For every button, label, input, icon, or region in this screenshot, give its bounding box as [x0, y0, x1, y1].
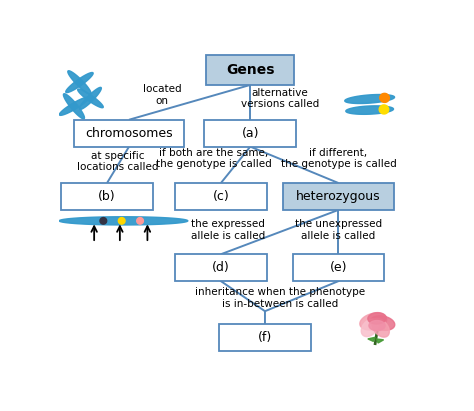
FancyBboxPatch shape	[74, 120, 184, 147]
Polygon shape	[59, 217, 188, 225]
Polygon shape	[100, 217, 107, 224]
Polygon shape	[368, 313, 386, 324]
Text: (a): (a)	[242, 127, 259, 140]
Polygon shape	[379, 105, 389, 114]
Polygon shape	[361, 319, 378, 337]
Polygon shape	[345, 95, 394, 104]
Polygon shape	[80, 88, 101, 109]
Polygon shape	[118, 217, 125, 224]
FancyBboxPatch shape	[206, 55, 294, 85]
Text: the unexpressed
allele is called: the unexpressed allele is called	[295, 219, 382, 240]
Text: if both are the same,
the genotype is called: if both are the same, the genotype is ca…	[155, 148, 272, 169]
FancyBboxPatch shape	[219, 324, 311, 351]
Polygon shape	[64, 94, 84, 119]
Polygon shape	[59, 97, 89, 115]
Polygon shape	[380, 93, 389, 102]
Polygon shape	[368, 337, 375, 342]
Polygon shape	[369, 321, 385, 331]
Text: (d): (d)	[212, 261, 230, 274]
Polygon shape	[66, 72, 93, 92]
Text: (c): (c)	[212, 190, 229, 203]
Text: inheritance when the phenotype
is in-between is called: inheritance when the phenotype is in-bet…	[195, 287, 365, 309]
Polygon shape	[360, 313, 387, 330]
Text: (e): (e)	[330, 261, 347, 274]
Polygon shape	[376, 339, 383, 343]
Text: (b): (b)	[98, 190, 116, 203]
Text: (f): (f)	[258, 331, 272, 344]
Polygon shape	[370, 316, 395, 330]
Polygon shape	[346, 106, 393, 114]
FancyBboxPatch shape	[61, 183, 153, 210]
Polygon shape	[78, 89, 103, 108]
Polygon shape	[68, 71, 91, 95]
Polygon shape	[372, 319, 389, 337]
FancyBboxPatch shape	[175, 183, 267, 210]
FancyBboxPatch shape	[283, 183, 393, 210]
Text: if different,
the genotype is called: if different, the genotype is called	[281, 148, 396, 169]
Text: heterozygous: heterozygous	[296, 190, 381, 203]
FancyBboxPatch shape	[175, 254, 267, 281]
Text: located
on: located on	[143, 84, 182, 106]
FancyBboxPatch shape	[204, 120, 296, 147]
Text: at specific
locations called: at specific locations called	[77, 151, 159, 173]
FancyBboxPatch shape	[292, 254, 384, 281]
Polygon shape	[137, 217, 144, 224]
Text: alternative
versions called: alternative versions called	[240, 88, 319, 109]
Text: Genes: Genes	[226, 63, 274, 77]
Text: the expressed
allele is called: the expressed allele is called	[191, 219, 265, 240]
Text: chromosomes: chromosomes	[85, 127, 173, 140]
